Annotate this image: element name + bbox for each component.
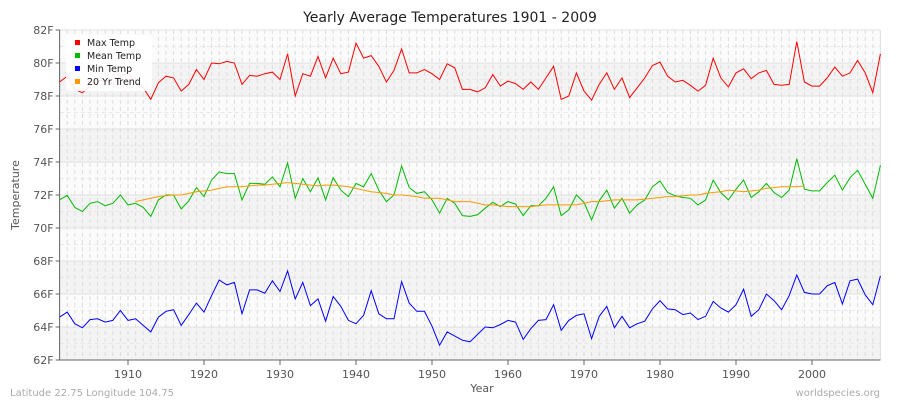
y-tick-label: 76F	[33, 123, 53, 136]
legend-swatch	[75, 53, 80, 58]
x-tick-label: 2000	[798, 368, 826, 381]
y-tick-label: 64F	[33, 321, 53, 334]
x-tick-label: 1910	[114, 368, 142, 381]
y-tick-label: 74F	[33, 156, 53, 169]
y-tick-label: 62F	[33, 354, 53, 367]
y-tick-label: 78F	[33, 90, 53, 103]
y-axis-label: Temperature	[9, 160, 22, 231]
legend-swatch	[75, 79, 80, 84]
legend-label: Mean Temp	[87, 51, 141, 62]
series-line-min-temp	[59, 269, 881, 347]
legend-swatch	[75, 40, 80, 45]
series-line-20-yr-trend	[135, 182, 805, 208]
legend-box	[66, 35, 152, 91]
x-tick-label: 1990	[722, 368, 750, 381]
y-tick-label: 66F	[33, 288, 53, 301]
y-tick-label: 80F	[33, 57, 53, 70]
x-tick-label: 1930	[266, 368, 294, 381]
legend-label: Max Temp	[87, 38, 135, 49]
chart-title: Yearly Average Temperatures 1901 - 2009	[302, 10, 597, 26]
legend-label: 20 Yr Trend	[87, 77, 141, 88]
y-tick-label: 72F	[33, 189, 53, 202]
x-axis-label: Year	[469, 382, 494, 395]
x-tick-label: 1970	[570, 368, 598, 381]
legend-swatch	[75, 66, 80, 71]
y-tick-label: 68F	[33, 255, 53, 268]
axes: 62F 64F 66F 68F 70F 72F 74F 76F 78F 80F 82F 1910 192…	[33, 24, 881, 381]
x-tick-label: 1960	[494, 368, 522, 381]
x-tick-label: 1920	[190, 368, 218, 381]
y-tick-label: 70F	[33, 222, 53, 235]
series-line-mean-temp	[59, 158, 881, 222]
legend-label: Min Temp	[87, 64, 132, 75]
x-tick-label: 1950	[418, 368, 446, 381]
gridlines	[59, 30, 881, 360]
location-label: Latitude 22.75 Longitude 104.75	[10, 388, 174, 399]
x-tick-label: 1980	[646, 368, 674, 381]
series-line-max-temp	[59, 41, 881, 102]
x-tick-label: 1940	[342, 368, 370, 381]
legend: Max Temp Mean Temp Min Temp 20 Yr Trend	[66, 35, 152, 91]
series-lines	[59, 41, 881, 347]
source-link[interactable]: worldspecies.org	[796, 388, 880, 399]
y-tick-label: 82F	[33, 24, 53, 37]
